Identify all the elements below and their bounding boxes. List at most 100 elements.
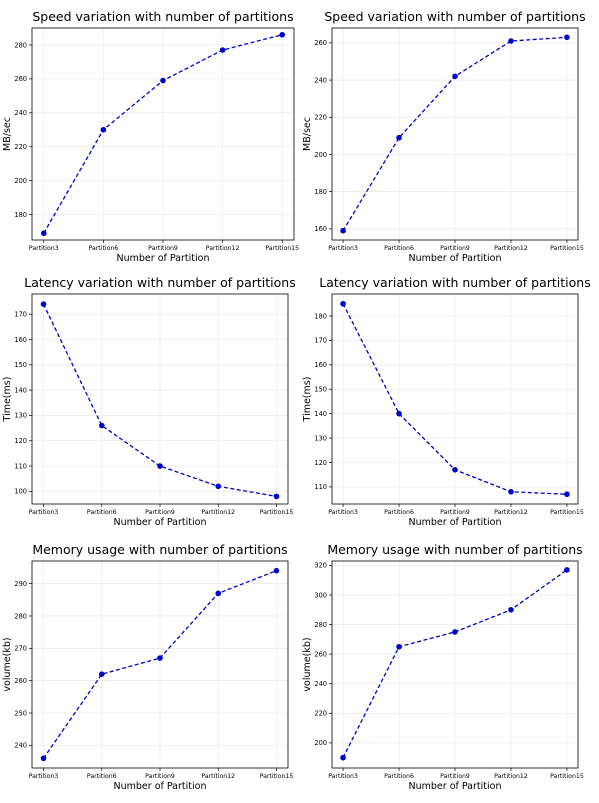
y-tick-label: 320 bbox=[314, 562, 327, 570]
data-point bbox=[508, 488, 514, 495]
y-tick-label: 200 bbox=[314, 151, 327, 159]
x-tick-label: Partition3 bbox=[29, 245, 59, 252]
data-point bbox=[564, 491, 570, 498]
x-tick-label: Partition12 bbox=[201, 509, 235, 516]
y-tick-label: 110 bbox=[314, 483, 327, 491]
x-tick-label: Partition3 bbox=[328, 509, 358, 516]
y-axis-label: Time(ms) bbox=[2, 377, 13, 423]
y-tick-label: 150 bbox=[314, 386, 327, 394]
y-tick-label: 240 bbox=[14, 742, 27, 750]
chart-title: Latency variation with number of partiti… bbox=[319, 275, 590, 290]
data-point bbox=[396, 134, 402, 141]
y-axis-label: volume(kb) bbox=[2, 637, 13, 691]
y-tick-label: 140 bbox=[314, 410, 327, 418]
x-tick-label: Partition6 bbox=[384, 245, 414, 252]
y-tick-label: 180 bbox=[314, 312, 327, 320]
x-tick-label: Partition6 bbox=[87, 773, 117, 780]
chart-title: Speed variation with number of partition… bbox=[324, 9, 585, 24]
y-axis-label: volume(kb) bbox=[302, 637, 313, 691]
y-tick-label: 160 bbox=[314, 225, 327, 233]
data-point bbox=[340, 754, 346, 761]
data-point bbox=[219, 47, 226, 53]
x-tick-label: Partition3 bbox=[29, 509, 59, 516]
data-point bbox=[564, 567, 570, 573]
x-tick-label: Partition12 bbox=[201, 773, 235, 780]
x-tick-label: Partition9 bbox=[145, 773, 175, 780]
data-point bbox=[396, 410, 402, 417]
y-tick-label: 280 bbox=[314, 621, 327, 629]
y-tick-label: 220 bbox=[314, 114, 327, 122]
x-tick-label: Partition15 bbox=[265, 245, 299, 252]
x-tick-label: Partition15 bbox=[260, 773, 294, 780]
data-point bbox=[564, 34, 570, 41]
y-tick-label: 290 bbox=[14, 580, 27, 588]
x-tick-label: Partition9 bbox=[440, 245, 470, 252]
y-tick-label: 260 bbox=[314, 650, 327, 658]
y-tick-label: 160 bbox=[14, 336, 27, 344]
y-tick-label: 270 bbox=[14, 645, 27, 653]
data-point bbox=[98, 422, 105, 429]
data-point bbox=[396, 643, 402, 650]
data-point bbox=[340, 300, 346, 307]
x-axis-label: Number of Partition bbox=[117, 253, 210, 264]
data-point bbox=[157, 655, 163, 661]
data-point bbox=[100, 126, 107, 133]
y-tick-label: 110 bbox=[14, 462, 27, 470]
y-tick-label: 120 bbox=[314, 459, 327, 467]
x-tick-label: Partition12 bbox=[494, 773, 528, 780]
data-point bbox=[160, 77, 166, 84]
x-tick-label: Partition9 bbox=[440, 773, 470, 780]
y-tick-label: 240 bbox=[14, 109, 27, 117]
y-tick-label: 100 bbox=[14, 488, 27, 496]
y-tick-label: 170 bbox=[14, 311, 27, 319]
y-tick-label: 130 bbox=[14, 412, 27, 420]
x-axis-label: Number of Partition bbox=[114, 517, 207, 528]
y-tick-label: 120 bbox=[14, 437, 27, 445]
y-tick-label: 160 bbox=[314, 361, 327, 369]
y-tick-label: 180 bbox=[314, 188, 327, 196]
x-tick-label: Partition9 bbox=[148, 245, 178, 252]
data-point bbox=[452, 629, 458, 635]
y-tick-label: 130 bbox=[314, 434, 327, 442]
y-tick-label: 180 bbox=[14, 211, 27, 219]
x-tick-label: Partition3 bbox=[328, 773, 358, 780]
data-point bbox=[215, 590, 222, 597]
data-point bbox=[40, 755, 47, 762]
x-tick-label: Partition15 bbox=[260, 509, 294, 516]
x-tick-label: Partition9 bbox=[440, 509, 470, 516]
y-tick-label: 260 bbox=[14, 677, 27, 685]
y-tick-label: 260 bbox=[314, 39, 327, 47]
data-point bbox=[215, 483, 222, 490]
chart-title: Latency variation with number of partiti… bbox=[24, 275, 295, 290]
x-axis-label: Number of Partition bbox=[409, 253, 502, 264]
y-tick-label: 170 bbox=[314, 337, 327, 345]
data-point bbox=[340, 227, 346, 234]
x-tick-label: Partition6 bbox=[89, 245, 119, 252]
data-point bbox=[452, 467, 458, 473]
data-point bbox=[452, 73, 458, 80]
x-tick-label: Partition12 bbox=[494, 245, 528, 252]
data-point bbox=[279, 31, 286, 38]
y-tick-label: 250 bbox=[14, 709, 27, 717]
x-tick-label: Partition3 bbox=[29, 773, 59, 780]
data-point bbox=[508, 606, 514, 613]
x-tick-label: Partition15 bbox=[550, 509, 584, 516]
x-tick-label: Partition15 bbox=[550, 245, 584, 252]
y-axis-label: Time(ms) bbox=[302, 377, 313, 423]
data-point bbox=[40, 230, 47, 237]
y-tick-label: 240 bbox=[314, 76, 327, 84]
x-tick-label: Partition12 bbox=[206, 245, 240, 252]
y-tick-label: 140 bbox=[14, 386, 27, 394]
x-axis-label: Number of Partition bbox=[114, 781, 207, 792]
y-tick-label: 150 bbox=[14, 361, 27, 369]
data-point bbox=[273, 493, 280, 500]
x-tick-label: Partition15 bbox=[550, 773, 584, 780]
data-point bbox=[273, 567, 280, 574]
x-tick-label: Partition9 bbox=[145, 509, 175, 516]
